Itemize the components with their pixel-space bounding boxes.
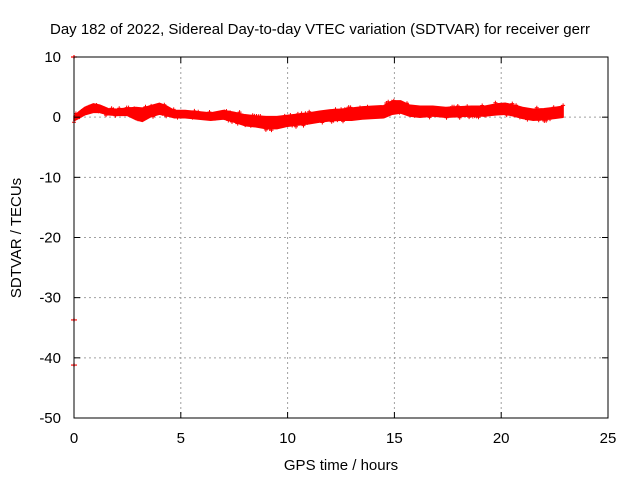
y-tick-label: -20	[39, 230, 61, 247]
y-axis-label: SDTVAR / TECUs	[8, 178, 25, 298]
y-tick-labels: 10 0 -10 -20 -30 -40 -50	[39, 49, 61, 427]
x-tick-label: 25	[600, 430, 617, 447]
x-tick-label: 10	[279, 430, 296, 447]
x-tick-label: 20	[493, 430, 510, 447]
y-tick-label: -40	[39, 350, 61, 367]
y-tick-label: -30	[39, 290, 61, 307]
chart-title: Day 182 of 2022, Sidereal Day-to-day VTE…	[50, 21, 590, 38]
x-tick-labels: 0 5 10 15 20 25	[70, 430, 617, 447]
sdtvar-band	[73, 100, 564, 130]
y-tick-label: 10	[44, 49, 61, 66]
y-tick-label: 0	[53, 109, 61, 126]
y-tick-label: -50	[39, 410, 61, 427]
x-tick-label: 5	[177, 430, 185, 447]
x-tick-label: 0	[70, 430, 78, 447]
axis-ticks	[73, 56, 609, 419]
x-tick-label: 15	[386, 430, 403, 447]
y-tick-label: -10	[39, 169, 61, 186]
x-axis-label: GPS time / hours	[284, 457, 398, 474]
